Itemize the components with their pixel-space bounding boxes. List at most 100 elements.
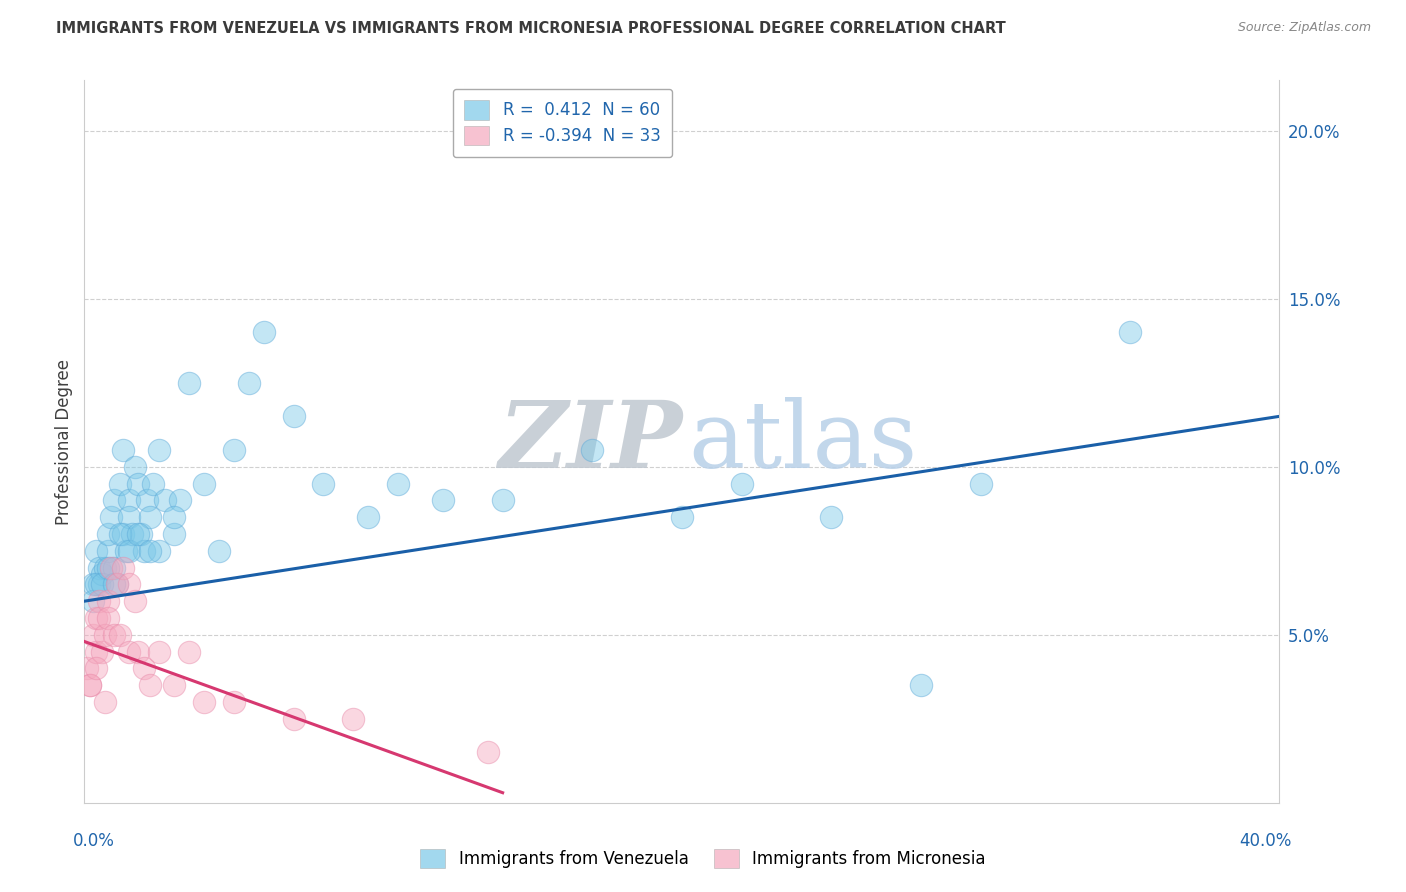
Point	[103, 577, 125, 591]
Point	[127, 644, 149, 658]
Point	[910, 678, 932, 692]
Point	[432, 493, 454, 508]
Point	[163, 510, 186, 524]
Point	[94, 560, 117, 574]
Point	[139, 510, 162, 524]
Text: IMMIGRANTS FROM VENEZUELA VS IMMIGRANTS FROM MICRONESIA PROFESSIONAL DEGREE CORR: IMMIGRANTS FROM VENEZUELA VS IMMIGRANTS …	[56, 21, 1005, 36]
Point	[148, 442, 170, 457]
Y-axis label: Professional Degree: Professional Degree	[55, 359, 73, 524]
Point	[97, 594, 120, 608]
Point	[112, 527, 135, 541]
Point	[238, 376, 260, 390]
Point	[82, 577, 104, 591]
Point	[86, 611, 108, 625]
Point	[86, 543, 108, 558]
Point	[103, 560, 125, 574]
Point	[163, 678, 186, 692]
Legend: R =  0.412  N = 60, R = -0.394  N = 33: R = 0.412 N = 60, R = -0.394 N = 33	[453, 88, 672, 157]
Point	[94, 695, 117, 709]
Point	[124, 459, 146, 474]
Point	[132, 543, 156, 558]
Point	[139, 543, 162, 558]
Point	[253, 326, 276, 340]
Point	[283, 712, 305, 726]
Point	[105, 577, 128, 591]
Point	[112, 560, 135, 574]
Point	[820, 510, 842, 524]
Point	[118, 543, 141, 558]
Point	[153, 493, 176, 508]
Point	[103, 493, 125, 508]
Point	[342, 712, 364, 726]
Point	[477, 745, 499, 759]
Point	[193, 476, 215, 491]
Point	[97, 560, 120, 574]
Point	[89, 611, 111, 625]
Point	[970, 476, 993, 491]
Point	[357, 510, 380, 524]
Point	[148, 543, 170, 558]
Point	[91, 567, 114, 582]
Point	[115, 543, 138, 558]
Point	[118, 510, 141, 524]
Point	[222, 442, 245, 457]
Point	[76, 661, 98, 675]
Point	[387, 476, 409, 491]
Text: 40.0%: 40.0%	[1239, 831, 1292, 850]
Point	[127, 476, 149, 491]
Point	[163, 527, 186, 541]
Point	[86, 644, 108, 658]
Point	[129, 527, 152, 541]
Point	[97, 611, 120, 625]
Point	[110, 628, 132, 642]
Point	[139, 678, 162, 692]
Point	[112, 442, 135, 457]
Point	[177, 644, 200, 658]
Point	[86, 661, 108, 675]
Point	[312, 476, 335, 491]
Point	[121, 527, 143, 541]
Point	[86, 577, 108, 591]
Point	[79, 678, 101, 692]
Legend: Immigrants from Venezuela, Immigrants from Micronesia: Immigrants from Venezuela, Immigrants fr…	[413, 842, 993, 875]
Point	[581, 442, 603, 457]
Point	[492, 493, 515, 508]
Point	[124, 594, 146, 608]
Point	[110, 527, 132, 541]
Point	[97, 543, 120, 558]
Point	[283, 409, 305, 424]
Point	[103, 628, 125, 642]
Point	[94, 628, 117, 642]
Point	[132, 661, 156, 675]
Point	[127, 527, 149, 541]
Point	[82, 628, 104, 642]
Point	[148, 644, 170, 658]
Text: atlas: atlas	[688, 397, 917, 486]
Point	[97, 527, 120, 541]
Point	[731, 476, 754, 491]
Point	[89, 594, 111, 608]
Point	[100, 510, 122, 524]
Point	[118, 577, 141, 591]
Point	[91, 577, 114, 591]
Point	[100, 560, 122, 574]
Point	[177, 376, 200, 390]
Text: 0.0%: 0.0%	[73, 831, 114, 850]
Point	[1119, 326, 1142, 340]
Text: Source: ZipAtlas.com: Source: ZipAtlas.com	[1237, 21, 1371, 34]
Point	[89, 577, 111, 591]
Point	[110, 476, 132, 491]
Point	[208, 543, 231, 558]
Point	[193, 695, 215, 709]
Point	[118, 493, 141, 508]
Text: ZIP: ZIP	[498, 397, 682, 486]
Point	[89, 560, 111, 574]
Point	[118, 644, 141, 658]
Point	[82, 594, 104, 608]
Point	[105, 577, 128, 591]
Point	[142, 476, 165, 491]
Point	[136, 493, 159, 508]
Point	[169, 493, 191, 508]
Point	[91, 644, 114, 658]
Point	[79, 678, 101, 692]
